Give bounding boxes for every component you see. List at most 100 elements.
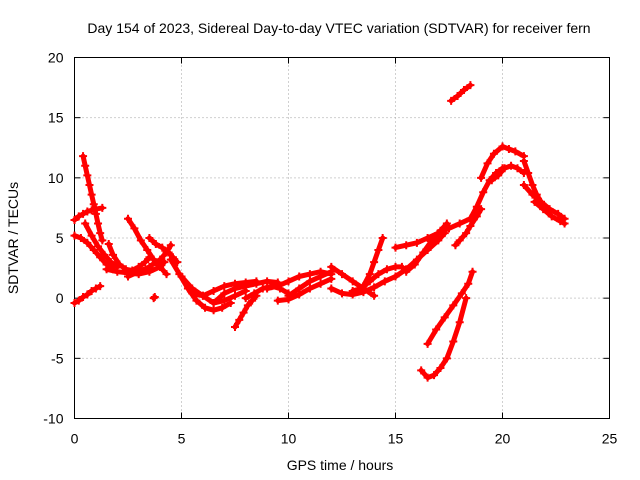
data-point — [94, 242, 103, 251]
data-point — [423, 234, 432, 242]
data-point — [359, 282, 368, 291]
data-point — [382, 265, 391, 274]
data-point — [220, 296, 229, 305]
data-series-arc-34 — [487, 161, 528, 185]
data-series-arc-31 — [447, 81, 475, 105]
data-point — [528, 181, 537, 190]
data-point — [554, 209, 563, 218]
data-point — [419, 248, 428, 257]
data-point — [489, 149, 498, 158]
data-point — [96, 282, 105, 291]
data-point — [370, 283, 379, 292]
data-point — [248, 296, 257, 305]
data-point — [459, 85, 468, 94]
data-point — [156, 262, 165, 271]
data-point — [231, 323, 239, 332]
data-series-arc-20 — [284, 267, 336, 300]
data-point — [91, 284, 100, 293]
data-point — [466, 81, 475, 90]
data-point — [209, 306, 218, 315]
data-point — [410, 260, 419, 269]
data-point — [457, 289, 466, 298]
data-point — [477, 173, 486, 182]
data-point — [70, 298, 79, 307]
tick-labels: 0 5 10 15 20 25 -10 -5 0 5 10 15 20 — [43, 50, 617, 447]
data-point — [436, 363, 445, 372]
series-trace — [418, 295, 469, 381]
data-point — [338, 270, 346, 279]
data-point — [436, 226, 445, 235]
data-point — [252, 279, 261, 288]
data-point — [231, 284, 239, 293]
data-point — [442, 354, 451, 363]
data-point — [295, 272, 304, 281]
data-point — [445, 224, 453, 233]
data-point — [209, 298, 218, 307]
y-tick-label: 20 — [48, 50, 64, 66]
data-point — [220, 289, 229, 298]
y-tick-label: -10 — [43, 411, 63, 427]
data-point — [449, 337, 458, 346]
data-point — [477, 205, 486, 214]
grid-lines — [74, 57, 610, 419]
data-point — [417, 366, 426, 375]
data-point — [83, 207, 92, 216]
x-tick-label: 10 — [281, 431, 297, 447]
data-point — [547, 212, 556, 221]
data-point — [70, 215, 79, 224]
data-point — [87, 190, 96, 199]
data-series-arc-33 — [477, 142, 528, 182]
data-series-arc-28 — [417, 294, 471, 382]
data-point — [235, 315, 244, 324]
data-point — [462, 294, 471, 303]
data-point — [327, 274, 336, 283]
data-point — [160, 258, 169, 267]
data-series-arc-37 — [530, 197, 569, 228]
data-point — [507, 161, 516, 170]
data-point — [98, 203, 107, 212]
data-point — [145, 262, 154, 271]
data-point — [218, 303, 227, 312]
data-point — [504, 144, 513, 153]
data-point — [241, 294, 250, 303]
data-point — [494, 171, 503, 180]
data-point — [556, 217, 565, 226]
data-point — [462, 229, 471, 238]
data-series-arc-30 — [451, 205, 486, 250]
data-point — [440, 229, 449, 238]
data-point — [530, 197, 539, 206]
x-tick-label: 5 — [178, 431, 186, 447]
data-series-arc-1 — [70, 203, 107, 224]
data-point — [96, 229, 105, 238]
data-point — [380, 277, 389, 286]
data-point — [102, 265, 111, 274]
y-tick-label: 15 — [48, 110, 64, 126]
data-point — [440, 313, 449, 322]
data-point — [145, 234, 154, 242]
y-tick-label: -5 — [51, 350, 64, 366]
data-series-arc-23 — [348, 262, 406, 295]
data-point — [156, 255, 165, 264]
data-point — [98, 236, 107, 245]
data-point — [263, 284, 272, 293]
data-point — [430, 371, 439, 380]
data-point — [412, 238, 421, 247]
data-point — [466, 221, 475, 230]
data-point — [327, 284, 336, 293]
data-point — [453, 92, 462, 101]
data-point — [124, 214, 132, 223]
data-point — [96, 253, 105, 262]
data-point — [149, 294, 158, 303]
data-point — [449, 301, 458, 310]
y-tick-label: 5 — [56, 230, 64, 246]
data-point — [348, 277, 357, 286]
data-point — [447, 96, 456, 105]
data-point — [177, 272, 186, 281]
data-point — [124, 272, 132, 281]
data-point — [76, 234, 85, 242]
data-point — [130, 224, 139, 233]
data-point — [487, 176, 496, 185]
data-point — [198, 291, 207, 300]
data-point — [468, 267, 477, 276]
